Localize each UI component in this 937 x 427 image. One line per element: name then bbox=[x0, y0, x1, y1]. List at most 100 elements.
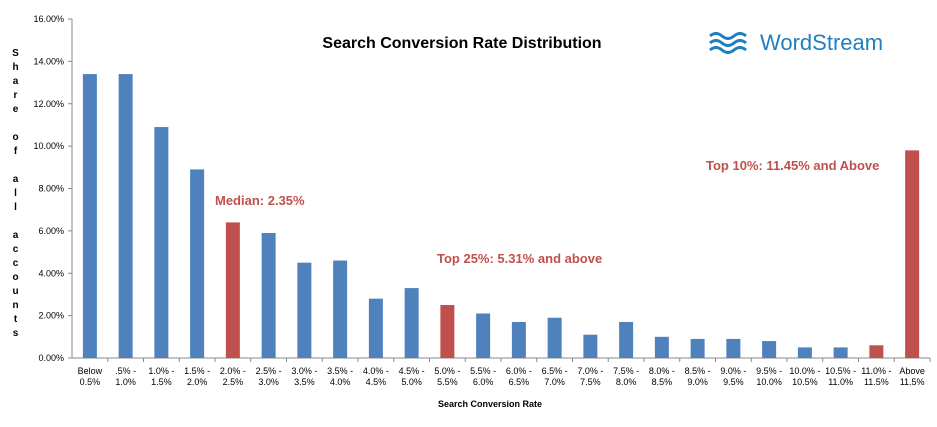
x-tick-label-line: 7.0% bbox=[544, 377, 565, 387]
x-tick-label: 2.5% -3.0% bbox=[256, 366, 282, 387]
x-tick-label: 4.0% -4.5% bbox=[363, 366, 389, 387]
x-tick-label-line: 6.0% - bbox=[506, 366, 532, 376]
bar bbox=[476, 313, 491, 358]
x-tick-label-line: 7.5% - bbox=[613, 366, 639, 376]
y-tick-label: 0.00% bbox=[38, 353, 64, 363]
x-tick-label-line: 8.5% - bbox=[685, 366, 711, 376]
x-tick-label-line: 9.5% bbox=[723, 377, 744, 387]
bar bbox=[154, 127, 169, 359]
x-tick-label: 10.5% -11.0% bbox=[825, 366, 856, 387]
x-tick-label-line: 10.0% bbox=[756, 377, 782, 387]
x-tick-label: 3.0% -3.5% bbox=[291, 366, 317, 387]
x-tick-label-line: 11.0% - bbox=[861, 366, 891, 376]
x-tick-label: 1.0% -1.5% bbox=[148, 366, 174, 387]
x-tick-label-line: 4.0% - bbox=[363, 366, 389, 376]
x-tick-label-line: 4.5% bbox=[366, 377, 387, 387]
bar bbox=[762, 341, 777, 358]
bar bbox=[511, 321, 526, 358]
x-tick-label-line: 1.0% - bbox=[148, 366, 174, 376]
x-tick-label: 11.0% -11.5% bbox=[861, 366, 891, 387]
x-tick-label: 9.5% -10.0% bbox=[756, 366, 782, 387]
x-tick-label-line: 3.0% bbox=[258, 377, 279, 387]
x-tick-label: 8.5% -9.0% bbox=[685, 366, 711, 387]
x-tick-label: 8.0% -8.5% bbox=[649, 366, 675, 387]
x-tick-label-line: 9.0% bbox=[687, 377, 708, 387]
x-tick-label: 6.5% -7.0% bbox=[542, 366, 568, 387]
y-tick-label: 6.00% bbox=[38, 226, 64, 236]
bar bbox=[82, 74, 97, 359]
x-tick-label: 7.5% -8.0% bbox=[613, 366, 639, 387]
x-tick-label-line: 3.5% - bbox=[327, 366, 353, 376]
x-tick-label: 4.5% -5.0% bbox=[399, 366, 425, 387]
bar bbox=[583, 334, 598, 358]
x-tick-label-line: 11.5% bbox=[900, 377, 925, 387]
bar bbox=[726, 338, 741, 358]
x-tick-label: Below 0.5% bbox=[78, 366, 103, 387]
bar bbox=[654, 336, 669, 358]
bar bbox=[297, 262, 312, 358]
x-tick-label-line: 7.0% - bbox=[577, 366, 603, 376]
x-tick-label-line: 11.5% bbox=[864, 377, 889, 387]
x-tick-label-line: .5% - bbox=[115, 366, 136, 376]
x-tick-label: 10.0% -10.5% bbox=[789, 366, 820, 387]
bar bbox=[619, 321, 634, 358]
x-tick-label-line: 5.0% bbox=[401, 377, 422, 387]
y-tick-label: 2.00% bbox=[38, 311, 64, 321]
x-tick-label-line: 10.0% - bbox=[789, 366, 820, 376]
x-tick-label-line: 6.0% bbox=[473, 377, 494, 387]
bar bbox=[690, 338, 705, 358]
x-tick-label-line: 5.0% - bbox=[434, 366, 460, 376]
x-tick-label: .5% -1.0% bbox=[115, 366, 136, 387]
x-tick-label-line: 5.5% bbox=[437, 377, 458, 387]
x-tick-label-line: 5.5% - bbox=[470, 366, 496, 376]
x-tick-label-line: 8.5% bbox=[652, 377, 673, 387]
bar bbox=[333, 260, 348, 358]
x-tick-label: 9.0% -9.5% bbox=[720, 366, 746, 387]
x-tick-label-line: 6.5% bbox=[509, 377, 530, 387]
x-tick-label-line: 6.5% - bbox=[542, 366, 568, 376]
x-tick-label-line: 0.5% bbox=[80, 377, 101, 387]
bar bbox=[833, 347, 848, 358]
y-tick-label: 8.00% bbox=[38, 184, 64, 194]
x-tick-label-line: 9.0% - bbox=[720, 366, 746, 376]
x-tick-label-line: Below bbox=[78, 366, 103, 376]
x-tick-label-line: 2.0% - bbox=[220, 366, 246, 376]
x-tick-label-line: 10.5% bbox=[792, 377, 818, 387]
x-tick-label: 7.0% -7.5% bbox=[577, 366, 603, 387]
bar bbox=[797, 347, 812, 358]
x-tick-label-line: 11.0% bbox=[828, 377, 853, 387]
x-tick-label-line: 3.0% - bbox=[291, 366, 317, 376]
x-tick-label-line: 9.5% - bbox=[756, 366, 782, 376]
bar bbox=[869, 345, 884, 358]
x-tick-label-line: 1.5% - bbox=[184, 366, 210, 376]
y-tick-label: 4.00% bbox=[38, 268, 64, 278]
x-tick-label: Above 11.5% bbox=[899, 366, 925, 387]
x-tick-label: 5.0% -5.5% bbox=[434, 366, 460, 387]
x-tick-label: 3.5% -4.0% bbox=[327, 366, 353, 387]
bar bbox=[547, 317, 562, 358]
bar bbox=[404, 288, 419, 358]
bar bbox=[368, 298, 383, 358]
logo-icon bbox=[709, 32, 747, 54]
annotation: Median: 2.35% bbox=[215, 193, 305, 208]
y-tick-label: 12.00% bbox=[33, 99, 64, 109]
x-tick-label: 6.0% -6.5% bbox=[506, 366, 532, 387]
x-tick-label-line: 10.5% - bbox=[825, 366, 856, 376]
x-tick-label: 1.5% -2.0% bbox=[184, 366, 210, 387]
bar bbox=[905, 150, 920, 358]
annotation: Top 25%: 5.31% and above bbox=[437, 251, 602, 266]
x-tick-label-line: 1.0% bbox=[115, 377, 136, 387]
x-tick-label-line: 1.5% bbox=[151, 377, 172, 387]
x-tick-label-line: 2.5% - bbox=[256, 366, 282, 376]
y-tick-label: 10.00% bbox=[33, 141, 64, 151]
bar bbox=[225, 222, 240, 358]
bar bbox=[118, 74, 133, 359]
bar bbox=[190, 169, 205, 358]
y-tick-label: 16.00% bbox=[33, 14, 64, 24]
x-tick-label-line: 2.0% bbox=[187, 377, 208, 387]
x-tick-label-line: 7.5% bbox=[580, 377, 601, 387]
x-tick-label-line: 2.5% bbox=[223, 377, 244, 387]
x-tick-label-line: 8.0% bbox=[616, 377, 637, 387]
